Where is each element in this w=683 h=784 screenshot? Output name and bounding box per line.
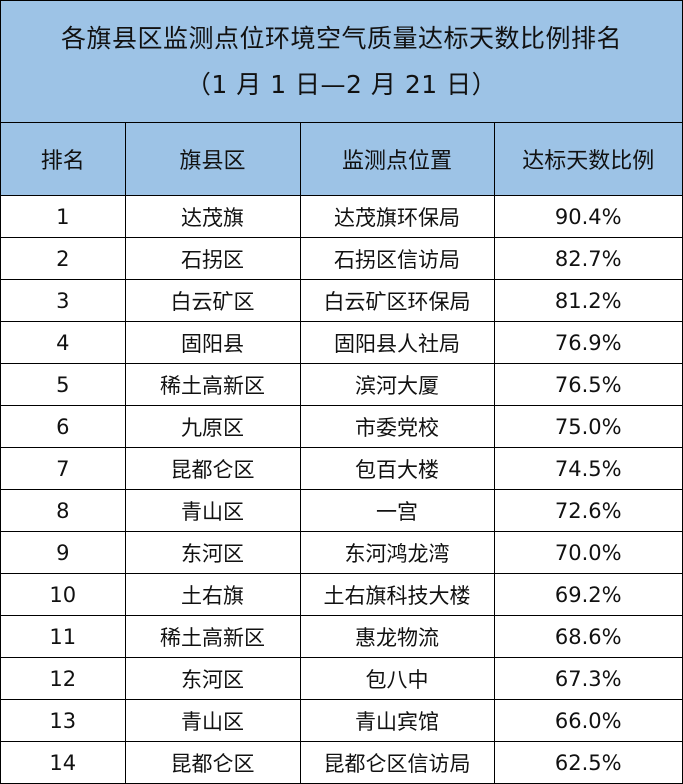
- cell-rank: 2: [1, 237, 126, 280]
- cell-district: 稀土高新区: [124, 615, 301, 658]
- cell-rank: 10: [1, 573, 126, 616]
- cell-district: 东河区: [124, 657, 301, 700]
- cell-ratio: 90.4%: [493, 195, 682, 238]
- table-row: 2 石拐区 石拐区信访局 82.7%: [1, 237, 682, 280]
- cell-ratio: 81.2%: [493, 279, 682, 322]
- cell-rank: 8: [1, 489, 126, 532]
- title-date-range: （1 月 1 日—2 月 21 日）: [185, 69, 498, 99]
- cell-district: 昆都仑区: [124, 447, 301, 490]
- table-row: 4 固阳县 固阳县人社局 76.9%: [1, 321, 682, 364]
- table-row: 12 东河区 包八中 67.3%: [1, 657, 682, 700]
- cell-rank: 9: [1, 531, 126, 574]
- cell-station: 包百大楼: [299, 447, 495, 490]
- cell-district: 达茂旗: [124, 195, 301, 238]
- cell-district: 九原区: [124, 405, 301, 448]
- table-row: 6 九原区 市委党校 75.0%: [1, 405, 682, 448]
- table-row: 5 稀土高新区 滨河大厦 76.5%: [1, 363, 682, 406]
- cell-rank: 14: [1, 741, 126, 783]
- cell-station: 惠龙物流: [299, 615, 495, 658]
- cell-rank: 12: [1, 657, 126, 700]
- title-block: 各旗县区监测点位环境空气质量达标天数比例排名 （1 月 1 日—2 月 21 日…: [1, 1, 682, 123]
- cell-station: 白云矿区环保局: [299, 279, 495, 322]
- header-station: 监测点位置: [299, 123, 495, 196]
- header-ratio: 达标天数比例: [493, 123, 682, 196]
- table-header: 排名 旗县区 监测点位置 达标天数比例: [1, 123, 682, 196]
- cell-station: 包八中: [299, 657, 495, 700]
- cell-station: 昆都仑区信访局: [299, 741, 495, 783]
- table-row: 14 昆都仑区 昆都仑区信访局 62.5%: [1, 741, 682, 783]
- cell-district: 青山区: [124, 489, 301, 532]
- cell-district: 土右旗: [124, 573, 301, 616]
- cell-district: 昆都仑区: [124, 741, 301, 783]
- cell-ratio: 66.0%: [493, 699, 682, 742]
- cell-ratio: 68.6%: [493, 615, 682, 658]
- cell-ratio: 74.5%: [493, 447, 682, 490]
- cell-ratio: 76.9%: [493, 321, 682, 364]
- table-row: 3 白云矿区 白云矿区环保局 81.2%: [1, 279, 682, 322]
- cell-district: 稀土高新区: [124, 363, 301, 406]
- header-rank: 排名: [1, 123, 126, 196]
- cell-rank: 4: [1, 321, 126, 364]
- table-row: 1 达茂旗 达茂旗环保局 90.4%: [1, 195, 682, 238]
- cell-ratio: 75.0%: [493, 405, 682, 448]
- table-row: 7 昆都仑区 包百大楼 74.5%: [1, 447, 682, 490]
- cell-station: 滨河大厦: [299, 363, 495, 406]
- cell-district: 固阳县: [124, 321, 301, 364]
- cell-rank: 5: [1, 363, 126, 406]
- cell-district: 青山区: [124, 699, 301, 742]
- cell-station: 一宫: [299, 489, 495, 532]
- cell-district: 石拐区: [124, 237, 301, 280]
- cell-district: 东河区: [124, 531, 301, 574]
- cell-station: 东河鸿龙湾: [299, 531, 495, 574]
- cell-ratio: 67.3%: [493, 657, 682, 700]
- cell-ratio: 76.5%: [493, 363, 682, 406]
- table-row: 13 青山区 青山宾馆 66.0%: [1, 699, 682, 742]
- table-row: 8 青山区 一宫 72.6%: [1, 489, 682, 532]
- cell-ratio: 70.0%: [493, 531, 682, 574]
- cell-ratio: 82.7%: [493, 237, 682, 280]
- table-row: 11 稀土高新区 惠龙物流 68.6%: [1, 615, 682, 658]
- header-district: 旗县区: [124, 123, 301, 196]
- ranking-table: 排名 旗县区 监测点位置 达标天数比例 1 达茂旗 达茂旗环保局 90.4% 2…: [1, 123, 682, 783]
- cell-ratio: 72.6%: [493, 489, 682, 532]
- cell-station: 石拐区信访局: [299, 237, 495, 280]
- cell-ratio: 62.5%: [493, 741, 682, 783]
- cell-district: 白云矿区: [124, 279, 301, 322]
- cell-rank: 6: [1, 405, 126, 448]
- table-row: 9 东河区 东河鸿龙湾 70.0%: [1, 531, 682, 574]
- cell-rank: 11: [1, 615, 126, 658]
- header-row: 排名 旗县区 监测点位置 达标天数比例: [1, 123, 682, 196]
- cell-station: 市委党校: [299, 405, 495, 448]
- cell-ratio: 69.2%: [493, 573, 682, 616]
- cell-rank: 13: [1, 699, 126, 742]
- table-row: 10 土右旗 土右旗科技大楼 69.2%: [1, 573, 682, 616]
- cell-station: 固阳县人社局: [299, 321, 495, 364]
- cell-rank: 3: [1, 279, 126, 322]
- cell-station: 达茂旗环保局: [299, 195, 495, 238]
- cell-rank: 7: [1, 447, 126, 490]
- cell-station: 青山宾馆: [299, 699, 495, 742]
- table-body: 1 达茂旗 达茂旗环保局 90.4% 2 石拐区 石拐区信访局 82.7% 3 …: [1, 195, 682, 783]
- cell-station: 土右旗科技大楼: [299, 573, 495, 616]
- title-main: 各旗县区监测点位环境空气质量达标天数比例排名: [60, 23, 622, 53]
- cell-rank: 1: [1, 195, 126, 238]
